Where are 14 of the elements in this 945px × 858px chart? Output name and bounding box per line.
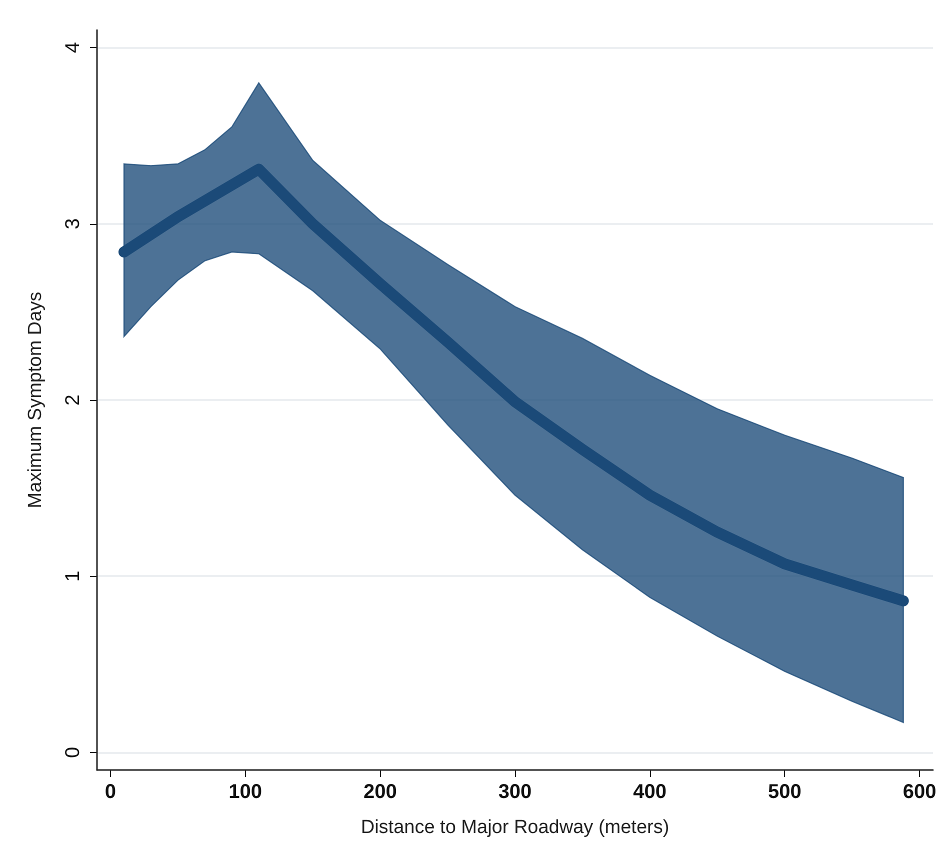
y-tick-label: 0 — [62, 746, 84, 758]
y-tick-label: 4 — [62, 42, 84, 54]
x-axis-title: Distance to Major Roadway (meters) — [360, 817, 670, 838]
x-tick-label: 200 — [363, 781, 397, 803]
x-tick-label: 400 — [633, 781, 667, 803]
x-tick-label: 0 — [104, 781, 116, 803]
y-tick-label: 1 — [62, 570, 84, 582]
y-tick-label: 3 — [62, 218, 84, 230]
x-tick-label: 600 — [902, 781, 936, 803]
x-tick-label: 100 — [228, 781, 262, 803]
x-tick-label: 300 — [498, 781, 532, 803]
y-tick-label: 2 — [62, 394, 84, 406]
y-axis-title: Maximum Symptom Days — [25, 292, 46, 508]
x-tick-label: 500 — [768, 781, 802, 803]
